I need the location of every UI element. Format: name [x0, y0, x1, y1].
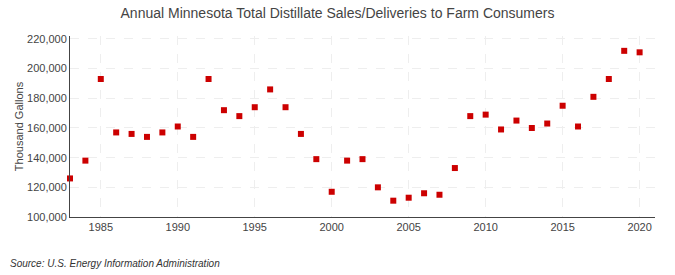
svg-text:Source: U.S. Energy Informatio: Source: U.S. Energy Information Administ…	[10, 258, 220, 269]
svg-text:1995: 1995	[242, 221, 266, 233]
svg-text:2005: 2005	[396, 221, 420, 233]
svg-text:Annual Minnesota Total Distill: Annual Minnesota Total Distillate Sales/…	[121, 5, 555, 21]
svg-text:2000: 2000	[319, 221, 343, 233]
svg-text:120,000: 120,000	[27, 181, 67, 193]
svg-text:160,000: 160,000	[27, 122, 67, 134]
svg-text:Thousand Gallons: Thousand Gallons	[13, 81, 25, 171]
svg-text:140,000: 140,000	[27, 152, 67, 164]
svg-text:200,000: 200,000	[27, 62, 67, 74]
svg-text:2020: 2020	[627, 221, 651, 233]
svg-text:1985: 1985	[89, 221, 113, 233]
svg-text:2015: 2015	[550, 221, 574, 233]
svg-text:1990: 1990	[166, 221, 190, 233]
svg-text:180,000: 180,000	[27, 92, 67, 104]
svg-text:220,000: 220,000	[27, 33, 67, 45]
svg-text:100,000: 100,000	[27, 211, 67, 223]
svg-text:2010: 2010	[473, 221, 497, 233]
